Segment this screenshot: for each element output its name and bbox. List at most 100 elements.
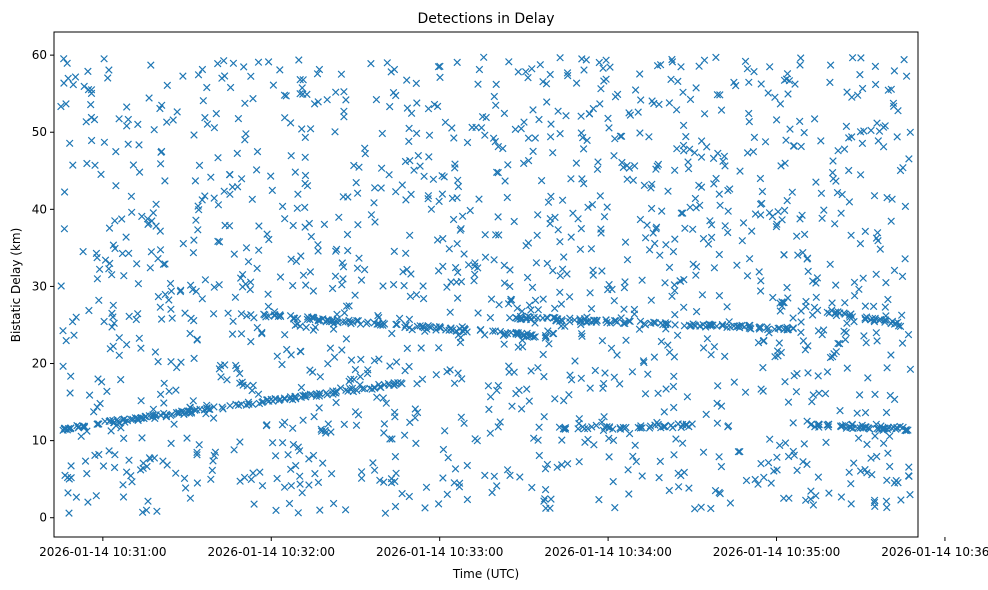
detection-point <box>95 450 103 459</box>
detection-point <box>692 307 701 316</box>
detection-point <box>289 440 298 449</box>
detection-point <box>60 425 69 433</box>
detection-point <box>194 71 203 79</box>
detection-point <box>177 358 185 366</box>
detection-point <box>700 56 709 64</box>
detection-point <box>115 351 124 360</box>
detection-point <box>352 421 361 430</box>
detection-point <box>296 480 304 488</box>
detection-point <box>650 239 659 248</box>
detection-point <box>615 380 624 388</box>
detection-point <box>837 422 845 431</box>
detection-point <box>514 68 523 76</box>
detection-point <box>871 314 879 323</box>
detection-point <box>841 298 849 307</box>
detection-point <box>338 346 346 354</box>
detection-point <box>341 506 350 514</box>
detection-point <box>481 253 490 261</box>
detection-point <box>193 448 201 457</box>
detection-point <box>432 370 441 379</box>
detection-point <box>369 459 377 467</box>
detection-point <box>529 106 537 114</box>
detection-point <box>656 457 665 466</box>
detection-point <box>327 469 336 478</box>
detection-point <box>295 472 304 480</box>
detection-point <box>190 131 198 139</box>
detection-point <box>756 287 765 295</box>
detection-point <box>294 443 303 451</box>
detection-point <box>776 100 785 108</box>
detection-point <box>572 159 581 167</box>
detection-point <box>576 316 585 325</box>
detection-point <box>825 489 833 497</box>
detection-point <box>835 339 844 348</box>
detection-point <box>697 137 706 145</box>
detection-point <box>340 113 348 121</box>
detection-point <box>63 473 72 482</box>
detection-point <box>896 166 905 175</box>
detection-point <box>446 366 454 374</box>
detection-point <box>401 249 410 258</box>
detection-point <box>495 300 503 309</box>
detection-point <box>85 391 94 399</box>
detection-point <box>62 336 70 345</box>
detection-point <box>228 330 237 338</box>
detection-point <box>781 159 789 167</box>
detection-point <box>610 296 619 305</box>
detection-point <box>303 181 312 190</box>
detection-point <box>776 307 785 315</box>
y-tick-label: 10 <box>32 434 47 448</box>
detection-point <box>665 99 674 107</box>
detection-point <box>223 376 231 384</box>
detection-point <box>713 382 722 390</box>
detection-point <box>167 439 175 448</box>
detection-point <box>845 198 854 206</box>
detection-point <box>443 283 451 291</box>
detection-point <box>112 147 120 156</box>
detection-point <box>489 134 498 142</box>
detection-point <box>165 296 173 304</box>
detection-point <box>850 278 859 287</box>
detection-point <box>840 145 849 153</box>
detection-point <box>190 354 198 363</box>
detection-point <box>757 459 765 468</box>
detection-point <box>209 414 218 422</box>
y-tick-label: 0 <box>39 511 47 525</box>
detection-point <box>425 153 433 161</box>
detection-point <box>709 154 718 163</box>
detection-point <box>845 311 854 319</box>
detection-point <box>884 449 892 457</box>
detection-point <box>301 171 310 180</box>
y-tick-label: 20 <box>32 357 47 371</box>
detection-point <box>796 61 804 69</box>
detection-point <box>636 129 644 137</box>
detection-point <box>201 276 210 284</box>
detection-point <box>160 399 168 407</box>
detection-point <box>157 315 166 323</box>
detection-point <box>678 209 687 217</box>
detection-point <box>863 469 871 477</box>
detection-point <box>591 366 600 375</box>
detection-point <box>630 162 639 170</box>
detection-point <box>268 186 277 195</box>
detection-point <box>547 495 555 503</box>
detection-point <box>199 96 208 105</box>
detection-point <box>291 168 300 176</box>
detection-point <box>134 279 143 288</box>
detection-point <box>703 334 712 343</box>
detection-point <box>105 224 114 232</box>
detection-point <box>360 265 369 274</box>
detection-point <box>837 209 845 217</box>
detection-point <box>721 222 729 230</box>
detection-point <box>619 163 628 172</box>
detection-point <box>473 264 482 272</box>
detection-point <box>239 63 248 71</box>
detection-point <box>528 65 536 73</box>
detection-point <box>297 125 306 133</box>
detection-point <box>882 408 891 417</box>
detection-point <box>357 468 366 476</box>
detection-point <box>73 421 81 430</box>
detection-point <box>577 224 586 233</box>
detection-point <box>453 294 462 302</box>
detection-point <box>285 499 294 508</box>
